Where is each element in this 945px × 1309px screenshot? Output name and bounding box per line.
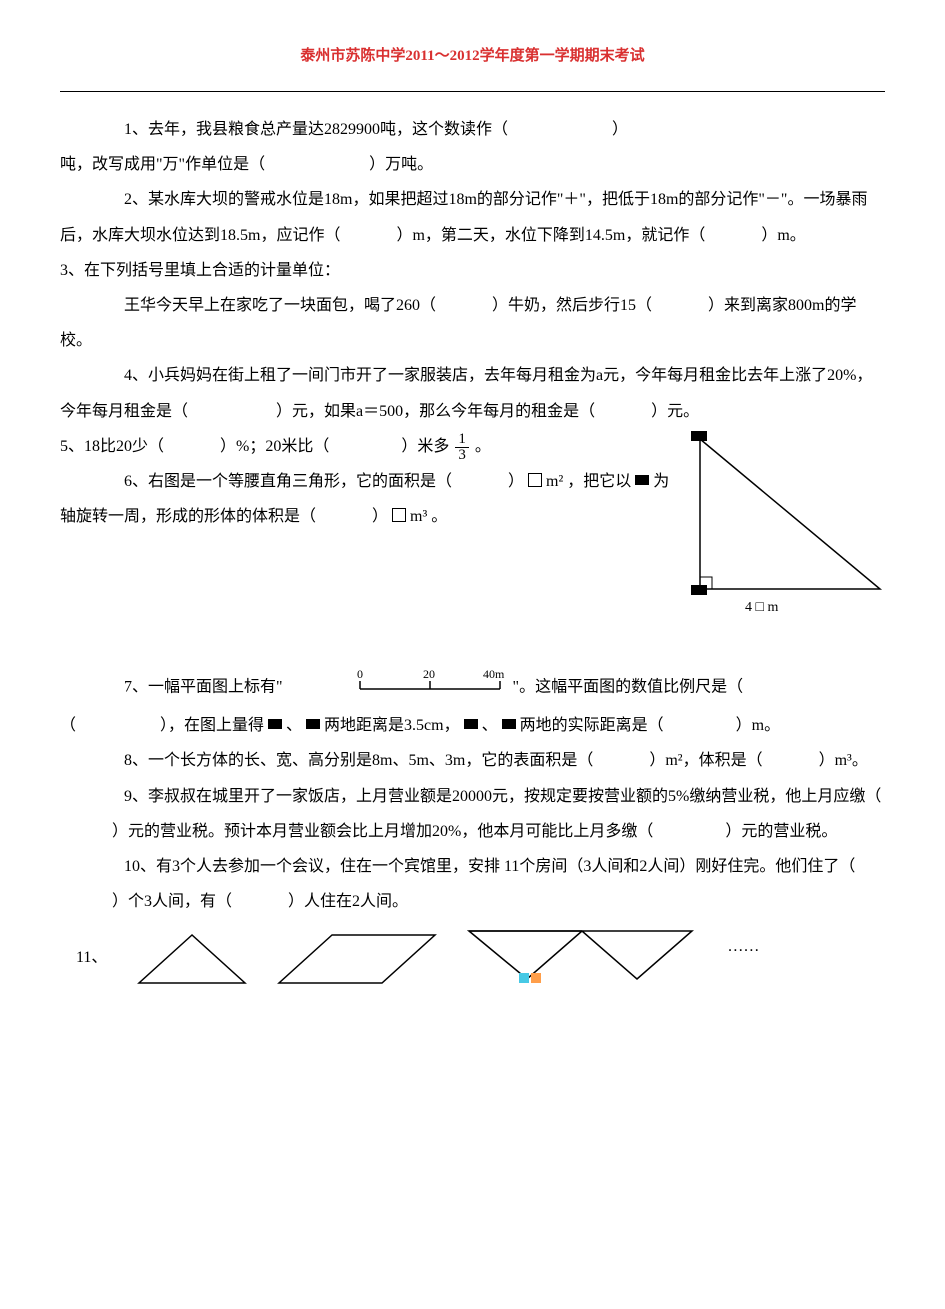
- question-10: 10、有3个人去参加一个会议，住在一个宾馆里，安排 11个房间（3人间和2人间）…: [60, 849, 885, 919]
- q7-text-g: 两地的实际距离是（: [520, 717, 664, 734]
- q5-text-a: 5、18比20少（: [60, 438, 164, 455]
- fraction-1-3: 1 3: [455, 432, 469, 463]
- q11-shape-1: [137, 933, 247, 985]
- triangle-shape: [700, 439, 880, 589]
- q8-text-a: 8、一个长方体的长、宽、高分别是8m、5m、3m，它的表面积是（: [124, 752, 593, 769]
- question-8: 8、一个长方体的长、宽、高分别是8m、5m、3m，它的表面积是（ ）m²，体积是…: [60, 743, 885, 778]
- q5-period: 。: [475, 438, 491, 455]
- fraction-num: 1: [455, 432, 469, 448]
- scale-tick-1: 20: [423, 667, 435, 681]
- q10-text-c: ）人住在2人间。: [288, 893, 408, 910]
- q6-text-c: ，把它以: [567, 473, 631, 490]
- q11-dots: ……: [727, 929, 759, 964]
- q10-text-a: 10、有3个人去参加一个会议，住在一个宾馆里，安排 11个房间（3人间和2人间）…: [124, 858, 855, 875]
- place-a-icon: [268, 719, 282, 729]
- q9-text-c: ）元的营业税。: [725, 823, 837, 840]
- square-glyph-1: [528, 473, 542, 487]
- right-triangle-svg: 4 □ m: [685, 429, 885, 619]
- scale-bar-svg: 0 20 40m: [355, 667, 505, 695]
- q1-text-c: ）万吨。: [369, 156, 433, 173]
- q1-text-b: 吨，改写成用"万"作单位是（: [60, 156, 265, 173]
- bottom-marker: [691, 585, 707, 595]
- question-2: 2、某水库大坝的警戒水位是18m，如果把超过18m的部分记作"＋"，把低于18m…: [60, 182, 885, 252]
- fraction-den: 3: [455, 448, 469, 463]
- question-7-cont: （ ），在图上量得 、 两地距离是3.5cm， 、 两地的实际距离是（ ）m。: [60, 708, 885, 743]
- question-11: 11、 ……: [76, 929, 885, 985]
- q11-label: 11、: [76, 940, 107, 975]
- q7-text-f: 、: [482, 717, 498, 734]
- scale-tick-0: 0: [357, 667, 363, 681]
- q3-line-b: ）牛奶，然后步行15（: [492, 297, 652, 314]
- question-1-cont: 吨，改写成用"万"作单位是（ ）万吨。: [60, 147, 885, 182]
- square-glyph-2: [392, 508, 406, 522]
- q2-text-b: ）m，第二天，水位下降到14.5m，就记作（: [396, 227, 705, 244]
- question-1: 1、去年，我县粮食总产量达2829900吨，这个数读作（ ）: [60, 112, 885, 147]
- q1-text-b-pre: ）: [612, 121, 628, 138]
- q5-text-b: ）%；20米比（: [220, 438, 329, 455]
- exam-header: 泰州市苏陈中学2011～2012学年度第一学期期末考试: [60, 40, 885, 81]
- q10-text-b: ）个3人间，有（: [112, 893, 232, 910]
- place-b-icon: [306, 719, 320, 729]
- triangle-label: 4 □ m: [745, 600, 778, 615]
- q6-text-f: 。: [431, 508, 447, 525]
- header-rule: [60, 91, 885, 92]
- q6-text-b: ）: [508, 473, 524, 490]
- q11-shape-3: [467, 929, 697, 985]
- right-triangle-figure: 4 □ m: [685, 429, 885, 632]
- q7-text-d: 、: [286, 717, 302, 734]
- q7-text-e: 两地距离是3.5cm，: [324, 717, 460, 734]
- q7-text-c: ），在图上量得: [160, 717, 264, 734]
- q2-text-c: ）m。: [761, 227, 805, 244]
- axis-marker-icon: [635, 475, 649, 485]
- place-a2-icon: [464, 719, 478, 729]
- q1-text-a: 1、去年，我县粮食总产量达2829900吨，这个数读作（: [124, 121, 508, 138]
- question-3-line: 王华今天早上在家吃了一块面包，喝了260（ ）牛奶，然后步行15（ ）来到离家8…: [60, 288, 885, 358]
- question-4: 4、小兵妈妈在街上租了一间门市开了一家服装店，去年每月租金为a元，今年每月租金比…: [60, 358, 885, 428]
- scale-bar: 0 20 40m: [291, 667, 505, 708]
- question-3-title: 3、在下列括号里填上合适的计量单位：: [60, 253, 885, 288]
- place-b2-icon: [502, 719, 516, 729]
- q6-unit1: m²: [546, 473, 563, 490]
- accent-square-2: [531, 973, 541, 983]
- q6-text-e: ）: [372, 508, 388, 525]
- q9-text-b: ）元的营业税。预计本月营业额会比上月增加20%，他本月可能比上月多缴（: [112, 823, 653, 840]
- accent-square-1: [519, 973, 529, 983]
- q6-text-a: 6、右图是一个等腰直角三角形，它的面积是（: [124, 473, 452, 490]
- q4-text-c: ）元。: [651, 403, 699, 420]
- q11-shape-2: [277, 933, 437, 985]
- question-9: 9、李叔叔在城里开了一家饭店，上月营业额是20000元，按规定要按营业额的5%缴…: [60, 779, 885, 849]
- q7-text-h: ）m。: [736, 717, 780, 734]
- q3-line-a: 王华今天早上在家吃了一块面包，喝了260（: [124, 297, 436, 314]
- q8-text-b: ）m²，体积是（: [649, 752, 762, 769]
- question-7: 7、一幅平面图上标有" 0 20 40m "。这幅平面图的数值比例尺是（: [60, 667, 885, 708]
- top-marker: [691, 431, 707, 441]
- q9-text-a: 9、李叔叔在城里开了一家饭店，上月营业额是20000元，按规定要按营业额的5%缴…: [124, 788, 881, 805]
- q4-text-b: ）元，如果a＝500，那么今年每月的租金是（: [276, 403, 595, 420]
- q7-text-a: 7、一幅平面图上标有": [124, 678, 283, 695]
- scale-tick-2: 40m: [483, 667, 505, 681]
- q7-text-b: "。这幅平面图的数值比例尺是（: [513, 678, 744, 695]
- q8-text-c: ）m³。: [819, 752, 868, 769]
- q6-unit2: m³: [410, 508, 427, 525]
- q5-text-c: ）米多: [401, 438, 449, 455]
